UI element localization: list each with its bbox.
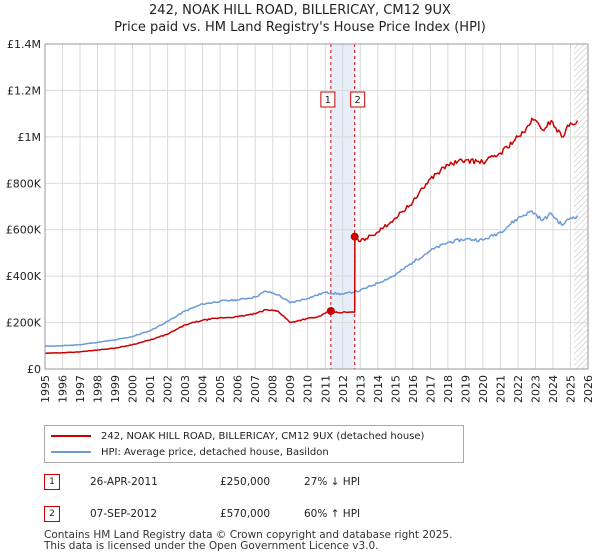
x-tick-label: 2006 — [232, 375, 245, 403]
x-tick-label: 2000 — [127, 375, 140, 403]
x-tick-label: 1995 — [39, 375, 52, 403]
chart-plot: 1 2 £0 £200K £400K £600K £800K £1M £1.2M £1.4M 19… — [6, 38, 595, 403]
x-tick-label: 2015 — [389, 375, 402, 403]
x-tick-label: 2024 — [547, 375, 560, 403]
property-series-line — [45, 117, 579, 354]
x-tick-label: 2003 — [179, 375, 192, 403]
y-tick-label: £0 — [27, 363, 41, 376]
chart-legend: 242, NOAK HILL ROAD, BILLERICAY, CM12 9U… — [44, 425, 464, 463]
chart-subtitle: Price paid vs. HM Land Registry's House … — [114, 20, 486, 35]
y-tick-label: £400K — [6, 270, 42, 283]
x-tick-label: 2007 — [249, 375, 262, 403]
sale-date-2: 07-SEP-2012 — [90, 508, 158, 520]
plot-frame — [44, 43, 589, 370]
sale-price-1: £250,000 — [220, 476, 271, 488]
y-tick-label: £600K — [6, 224, 42, 237]
sale-badge-2: 2 — [44, 506, 60, 522]
x-tick-label: 2010 — [302, 375, 315, 403]
x-tick-label: 2011 — [319, 375, 332, 403]
y-tick-label: £800K — [6, 177, 42, 190]
x-tick-label: 1997 — [74, 375, 87, 403]
legend-swatch-hpi — [51, 451, 91, 453]
footer-line-2: This data is licensed under the Open Gov… — [44, 540, 379, 552]
legend-label-property: 242, NOAK HILL ROAD, BILLERICAY, CM12 9U… — [101, 430, 425, 442]
y-tick-label: £200K — [6, 317, 42, 330]
sale-row-2: 2 07-SEP-2012 £570,000 60% ↑ HPI — [44, 505, 360, 523]
x-tick-label: 2014 — [372, 375, 385, 403]
x-tick-label: 2018 — [442, 375, 455, 403]
sale-label-text-1: 1 — [325, 95, 331, 106]
sale-label-box-1 — [320, 91, 336, 108]
y-tick-label: £1.4M — [7, 38, 41, 51]
sale-point-2 — [350, 232, 359, 241]
sale-point-1 — [326, 306, 335, 315]
hpi-series-line — [44, 210, 579, 348]
plot-area — [45, 44, 588, 369]
x-tick-label: 2023 — [529, 375, 542, 403]
x-tick-label: 2020 — [477, 375, 490, 403]
sale-badge-1: 1 — [44, 474, 60, 490]
x-tick-label: 2002 — [162, 375, 175, 403]
x-tick-label: 2004 — [197, 375, 210, 403]
chart-title: 242, NOAK HILL ROAD, BILLERICAY, CM12 9U… — [149, 3, 451, 18]
x-tick-label: 2022 — [512, 375, 525, 403]
x-tick-label: 2005 — [214, 375, 227, 403]
x-tick-label: 2025 — [564, 375, 577, 403]
x-tick-label: 2013 — [354, 375, 367, 403]
sale-label-text-2: 2 — [354, 95, 360, 106]
sale-price-2: £570,000 — [220, 508, 271, 520]
x-tick-label: 1998 — [92, 375, 105, 403]
sale-date-1: 26-APR-2011 — [90, 476, 158, 488]
y-tick-label: £1.2M — [7, 84, 41, 97]
x-tick-label: 2019 — [459, 375, 472, 403]
x-tick-label: 2012 — [337, 375, 350, 403]
sale-row-1: 1 26-APR-2011 £250,000 27% ↓ HPI — [44, 473, 360, 491]
x-tick-label: 2008 — [267, 375, 280, 403]
x-tick-label: 2009 — [284, 375, 297, 403]
x-tick-label: 2016 — [407, 375, 420, 403]
x-tick-label: 2026 — [582, 375, 595, 403]
sale-hpi-2: 60% ↑ HPI — [304, 508, 361, 520]
sale-hpi-1: 27% ↓ HPI — [304, 476, 361, 488]
x-tick-label: 2021 — [494, 375, 507, 403]
legend-item-hpi: HPI: Average price, detached house, Basi… — [51, 444, 329, 460]
y-tick-label: £1M — [18, 131, 42, 144]
legend-label-hpi: HPI: Average price, detached house, Basi… — [101, 446, 329, 458]
x-tick-label: 2001 — [144, 375, 157, 403]
legend-item-property: 242, NOAK HILL ROAD, BILLERICAY, CM12 9U… — [51, 428, 424, 444]
x-tick-label: 2017 — [424, 375, 437, 403]
sale-label-box-2 — [350, 91, 366, 108]
x-tick-label: 1999 — [109, 375, 122, 403]
legend-swatch-property — [51, 435, 91, 437]
forecast-hatch — [573, 44, 588, 369]
footer-attribution: Contains HM Land Registry data © Crown c… — [44, 530, 452, 552]
footer-line-1: Contains HM Land Registry data © Crown c… — [44, 529, 453, 541]
x-tick-label: 1996 — [57, 375, 70, 403]
